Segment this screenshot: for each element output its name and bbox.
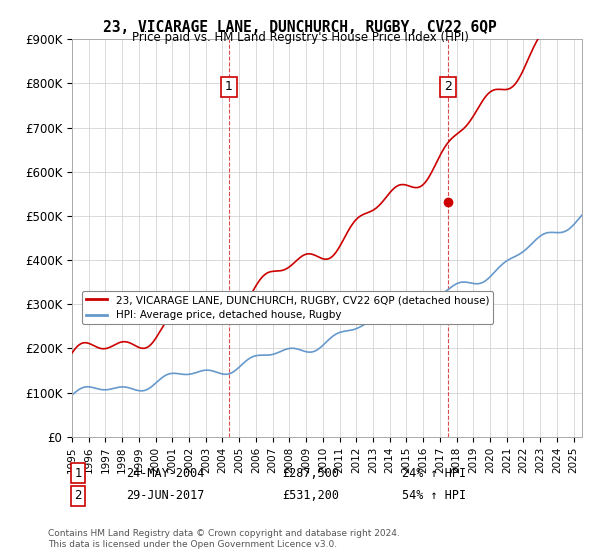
Text: 29-JUN-2017: 29-JUN-2017 [126, 489, 205, 502]
Text: £287,500: £287,500 [282, 466, 339, 480]
Text: 2: 2 [74, 489, 82, 502]
Text: 1: 1 [74, 466, 82, 480]
Text: 54% ↑ HPI: 54% ↑ HPI [402, 489, 466, 502]
Legend: 23, VICARAGE LANE, DUNCHURCH, RUGBY, CV22 6QP (detached house), HPI: Average pri: 23, VICARAGE LANE, DUNCHURCH, RUGBY, CV2… [82, 291, 493, 324]
Text: Contains HM Land Registry data © Crown copyright and database right 2024.
This d: Contains HM Land Registry data © Crown c… [48, 529, 400, 549]
Text: 1: 1 [225, 81, 233, 94]
Text: Price paid vs. HM Land Registry's House Price Index (HPI): Price paid vs. HM Land Registry's House … [131, 31, 469, 44]
Text: £531,200: £531,200 [282, 489, 339, 502]
Text: 2: 2 [444, 81, 452, 94]
Text: 24% ↑ HPI: 24% ↑ HPI [402, 466, 466, 480]
Text: 24-MAY-2004: 24-MAY-2004 [126, 466, 205, 480]
Text: 23, VICARAGE LANE, DUNCHURCH, RUGBY, CV22 6QP: 23, VICARAGE LANE, DUNCHURCH, RUGBY, CV2… [103, 20, 497, 35]
